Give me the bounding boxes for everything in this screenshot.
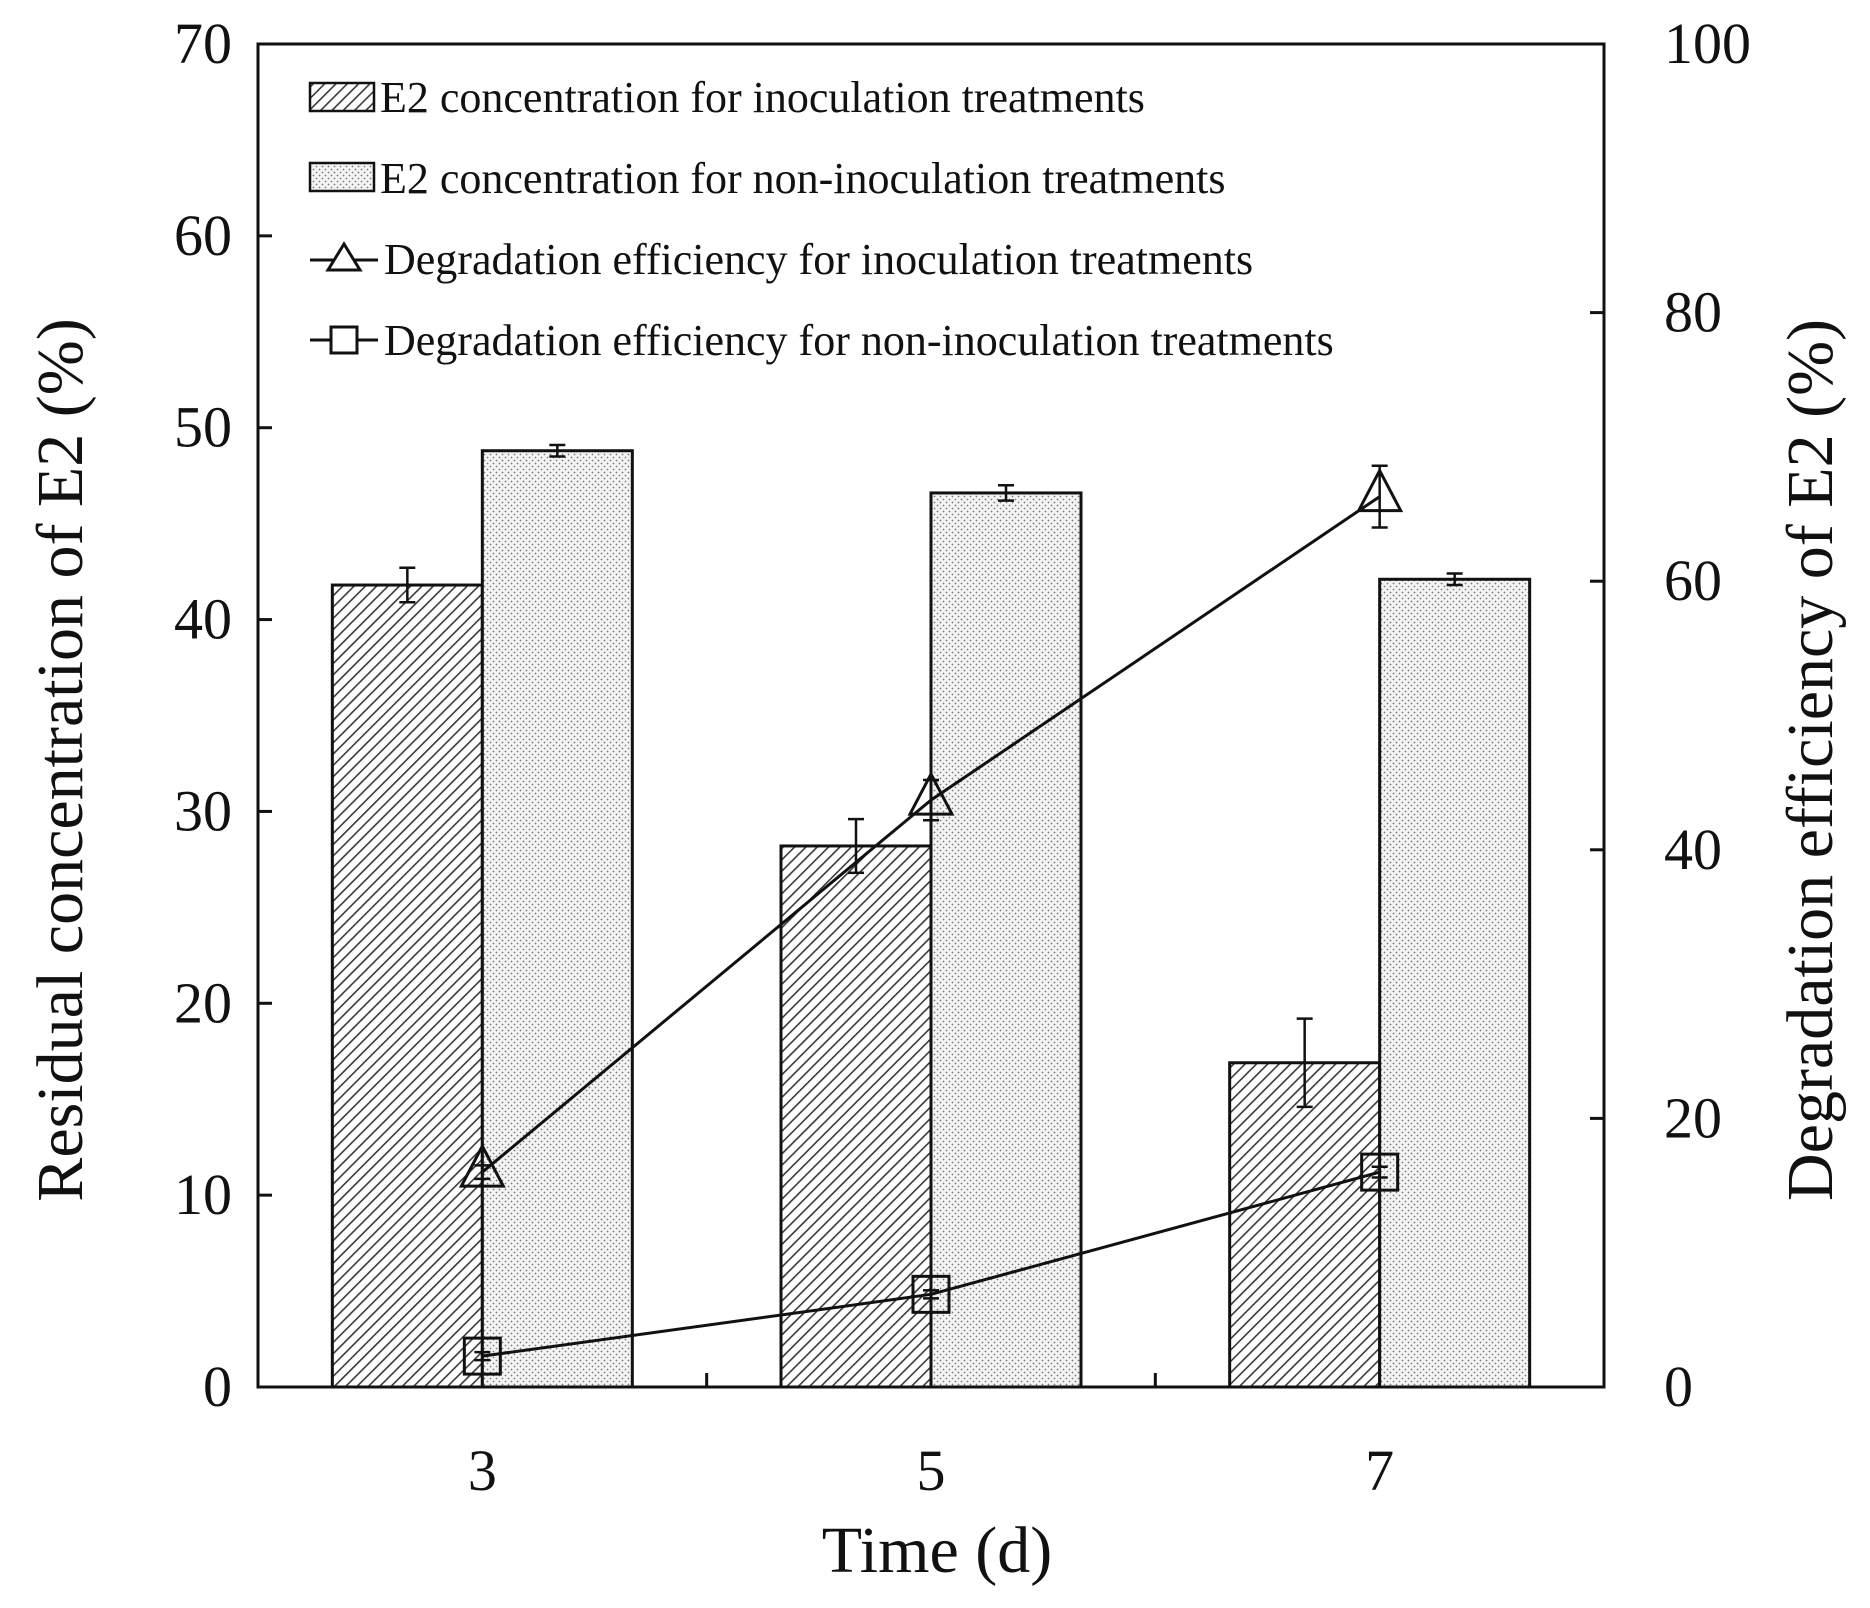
legend-triangle-marker	[325, 241, 363, 272]
y-tick-label-40: 40	[174, 587, 232, 652]
legend-label-non-inoculation-line: Degradation efficiency for non-inoculati…	[384, 316, 1334, 365]
legend-item-inoculation-line: Degradation efficiency for inoculation t…	[310, 235, 1253, 284]
legend-square-marker	[329, 325, 359, 355]
y2-tick-label-0: 0	[1664, 1354, 1693, 1419]
marker-square-day-7	[1360, 1152, 1400, 1192]
legend-item-inoculation-bars: E2 concentration for inoculation treatme…	[308, 73, 1145, 122]
legend-label-inoculation-bars: E2 concentration for inoculation treatme…	[380, 73, 1145, 122]
bar-non-inoculation-day-7	[1378, 577, 1532, 1389]
plot-frame	[256, 42, 1606, 1389]
bar-non-inoculation-day-5	[929, 491, 1083, 1389]
marker-triangle-day-5	[907, 770, 955, 816]
y-tick-label-30: 30	[174, 778, 232, 843]
y-axis-title: Residual concentration of E2 (%)	[24, 318, 97, 1201]
legend-label-inoculation-line: Degradation efficiency for inoculation t…	[384, 235, 1253, 284]
x-axis-title: Time (d)	[822, 1514, 1052, 1587]
y2-tick-label-60: 60	[1664, 548, 1722, 613]
y-tick-label-10: 10	[174, 1162, 232, 1227]
marker-triangle-day-7	[1356, 467, 1404, 513]
y-tick-label-70: 70	[174, 11, 232, 76]
axes-layer: 0 10 20 30 40 50 60 70 0 20 40 60 80 100 3 5 7	[174, 11, 1751, 1503]
x-tick-label-7: 7	[1365, 1438, 1394, 1503]
y2-tick-label-100: 100	[1664, 11, 1751, 76]
y2-tick-label-40: 40	[1664, 817, 1722, 882]
y-tick-label-60: 60	[174, 203, 232, 268]
marker-square-day-5	[911, 1274, 951, 1314]
y2-tick-label-80: 80	[1664, 280, 1722, 345]
x-tick-label-3: 3	[468, 1438, 497, 1503]
y-tick-label-0: 0	[203, 1354, 232, 1419]
legend-swatch-hatched	[308, 81, 376, 113]
marker-square-day-3	[462, 1336, 502, 1376]
bar-non-inoculation-day-3	[480, 449, 634, 1389]
y2-axis-title: Degradation efficiency of E2 (%)	[1774, 319, 1847, 1201]
y-tick-label-20: 20	[174, 970, 232, 1035]
legend-label-non-inoculation-bars: E2 concentration for non-inoculation tre…	[380, 154, 1226, 203]
legend-item-non-inoculation-line: Degradation efficiency for non-inoculati…	[310, 316, 1334, 365]
bar-inoculation-day-7	[1228, 1061, 1382, 1389]
bar-inoculation-day-3	[330, 583, 484, 1389]
x-tick-label-5: 5	[917, 1438, 946, 1503]
marker-triangle-day-3	[458, 1142, 506, 1188]
bars-layer	[330, 443, 1532, 1389]
legend-item-non-inoculation-bars: E2 concentration for non-inoculation tre…	[308, 154, 1226, 203]
legend-swatch-dotted	[308, 161, 376, 193]
y2-tick-label-20: 20	[1664, 1085, 1722, 1150]
y-tick-label-50: 50	[174, 395, 232, 460]
legend: E2 concentration for inoculation treatme…	[308, 73, 1334, 365]
lines-layer	[458, 464, 1404, 1376]
